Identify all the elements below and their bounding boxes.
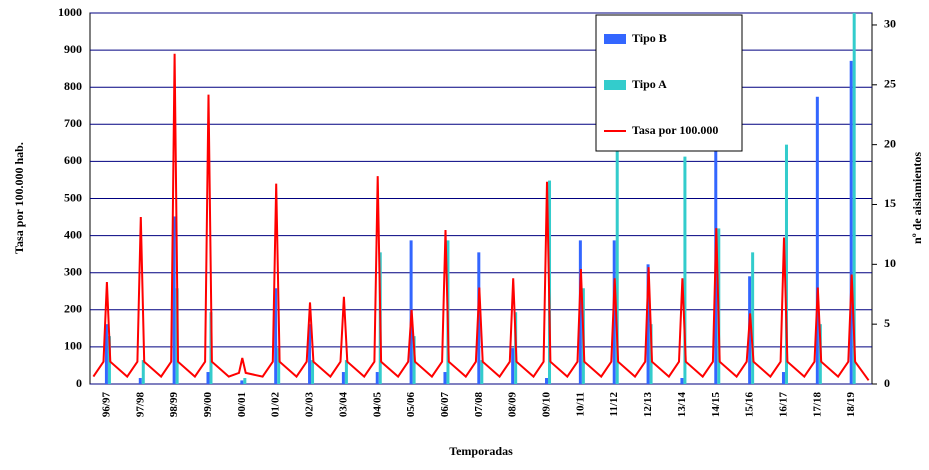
- y-tick-label: 500: [64, 190, 82, 204]
- bar: [341, 372, 345, 384]
- bar: [784, 144, 788, 384]
- y2-tick-label: 10: [884, 256, 896, 270]
- bar: [545, 378, 549, 384]
- x-tick-label: 09/10: [541, 392, 553, 418]
- bar: [243, 378, 247, 384]
- x-tick-label: 02/03: [304, 392, 316, 418]
- y-tick-label: 300: [64, 264, 82, 278]
- x-tick-label: 15/16: [744, 392, 756, 418]
- x-tick-label: 04/05: [371, 392, 383, 418]
- x-tick-label: 17/18: [811, 392, 823, 418]
- legend: Tipo B Tipo A Tasa por 100.000: [595, 14, 743, 152]
- y2-axis-title: nº de aislamientos: [910, 152, 924, 244]
- bar: [104, 324, 108, 384]
- y-tick-label: 400: [64, 227, 82, 241]
- y2-tick-label: 15: [884, 196, 896, 210]
- bar: [172, 216, 176, 384]
- x-tick-label: 03/04: [337, 392, 349, 418]
- legend-label: Tipo B: [632, 31, 667, 45]
- legend-label: Tipo A: [632, 77, 667, 91]
- bar: [443, 372, 447, 384]
- y-tick-label: 1000: [58, 5, 82, 19]
- bar: [308, 324, 312, 384]
- y2-tick-label: 20: [884, 136, 896, 150]
- y-tick-label: 0: [76, 376, 82, 390]
- bar: [138, 378, 142, 384]
- legend-label: Tasa por 100.000: [632, 123, 718, 137]
- y2-tick-label: 0: [884, 376, 890, 390]
- x-tick-label: 96/97: [100, 392, 112, 418]
- bar: [480, 360, 484, 384]
- x-tick-label: 00/01: [236, 392, 248, 417]
- x-tick-label: 08/09: [507, 392, 519, 418]
- bar: [646, 264, 650, 384]
- bar: [680, 378, 684, 384]
- bar: [311, 360, 315, 384]
- y-tick-label: 100: [64, 339, 82, 353]
- x-tick-label: 05/06: [405, 392, 417, 418]
- y2-tick-label: 25: [884, 77, 896, 91]
- y-tick-label: 600: [64, 153, 82, 167]
- bar: [274, 288, 278, 384]
- x-tick-label: 07/08: [473, 392, 485, 418]
- bar: [206, 372, 210, 384]
- bar: [578, 240, 582, 384]
- x-axis-title: Temporadas: [449, 444, 513, 458]
- bar: [849, 60, 853, 384]
- line: [92, 53, 870, 381]
- bar: [683, 156, 687, 384]
- x-tick-label: 10/11: [574, 392, 586, 416]
- bar: [344, 360, 348, 384]
- y-tick-label: 800: [64, 79, 82, 93]
- x-tick-label: 99/00: [202, 392, 214, 418]
- bar: [240, 380, 244, 384]
- bar: [141, 360, 145, 384]
- bar: [375, 372, 379, 384]
- x-tick-label: 16/17: [778, 392, 790, 418]
- bar: [511, 348, 515, 384]
- y-axis-title: Tasa por 100.000 hab.: [12, 142, 26, 254]
- legend-swatch: [604, 34, 626, 44]
- x-tick-label: 01/02: [270, 392, 282, 418]
- x-tick-label: 98/99: [168, 392, 180, 418]
- x-tick-label: 97/98: [134, 392, 146, 418]
- y2-tick-label: 30: [884, 17, 896, 31]
- x-tick-label: 12/13: [642, 392, 654, 418]
- bar: [852, 13, 856, 384]
- bar: [277, 348, 281, 384]
- x-tick-label: 06/07: [439, 392, 451, 418]
- x-tick-label: 18/19: [845, 392, 857, 418]
- bar: [781, 372, 785, 384]
- y-tick-label: 200: [64, 302, 82, 316]
- bar: [751, 252, 755, 384]
- y-tick-label: 900: [64, 42, 82, 56]
- y-tick-label: 700: [64, 116, 82, 130]
- x-tick-label: 13/14: [676, 392, 688, 418]
- x-tick-label: 14/15: [710, 392, 722, 418]
- bar: [815, 96, 819, 384]
- legend-swatch: [604, 80, 626, 90]
- bar: [615, 132, 619, 384]
- y2-tick-label: 5: [884, 316, 890, 330]
- x-tick-label: 11/12: [608, 392, 620, 417]
